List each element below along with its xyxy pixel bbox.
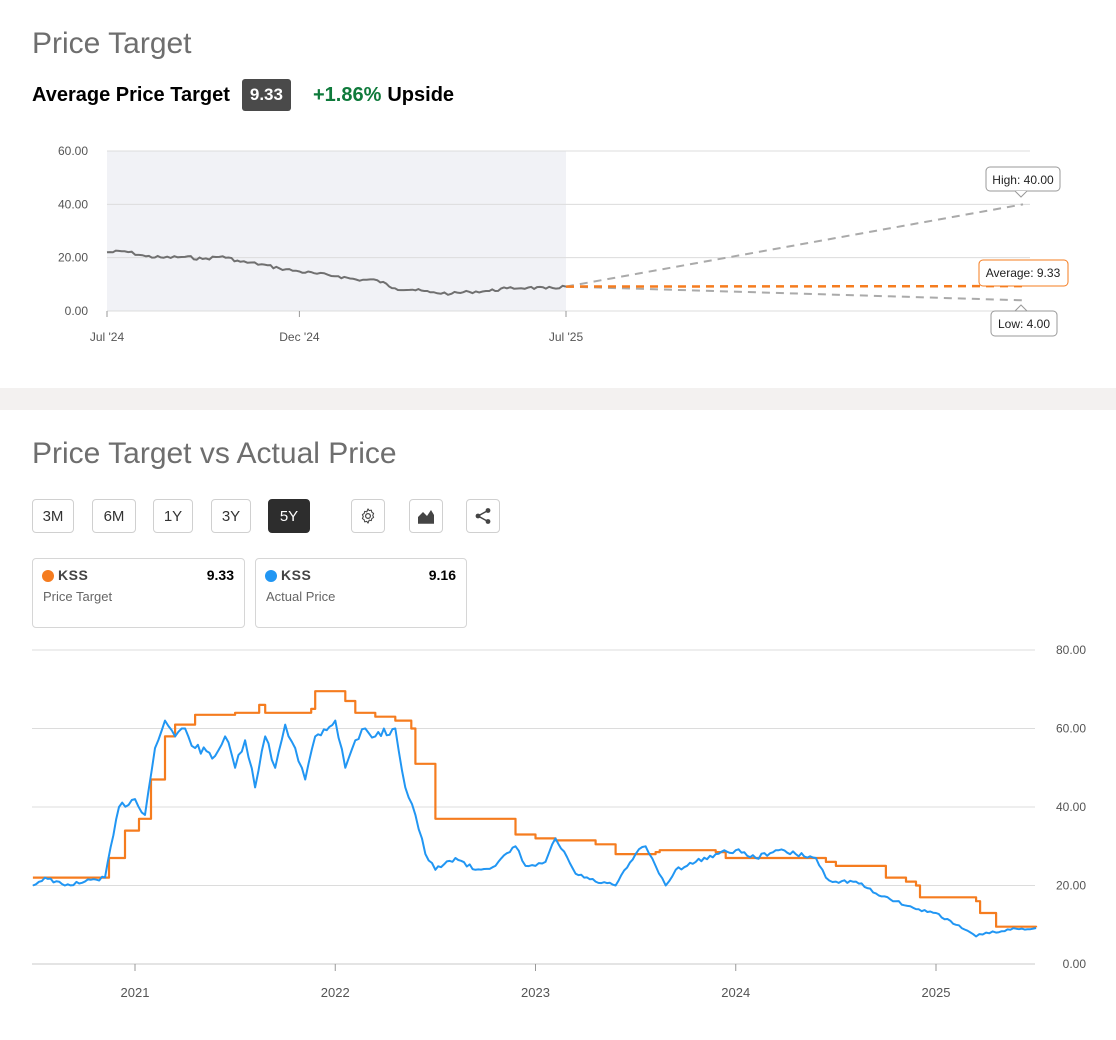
y-tick-label: 40.00: [1056, 800, 1086, 814]
legend-actual-price-label: Actual Price: [266, 589, 336, 604]
legend-actual-price-card[interactable]: KSS 9.16 Actual Price: [255, 558, 467, 628]
legend-price-target-dot: [42, 570, 54, 582]
historical-price-line: [106, 249, 567, 296]
share-icon: [475, 508, 491, 524]
high-projection-line: [565, 203, 1024, 288]
upside-label: Upside: [387, 83, 455, 106]
y-tick-label: 0.00: [65, 304, 89, 318]
legend-price-target-card[interactable]: KSS 9.33 Price Target: [32, 558, 245, 628]
gear-icon: [361, 508, 375, 524]
high-callout: High: 40.00: [985, 166, 1061, 198]
x-tick-label: 2021: [121, 985, 150, 1000]
x-tick-label: Dec '24: [279, 330, 320, 344]
x-tick-label: 2022: [321, 985, 350, 1000]
legend-actual-price-ticker: KSS: [281, 567, 312, 583]
y-tick-label: 20.00: [58, 251, 88, 265]
y-tick-label: 0.00: [1063, 957, 1087, 971]
settings-button[interactable]: [351, 499, 385, 533]
price-target-panel: Price Target Average Price Target 9.33 +…: [0, 0, 1116, 388]
actual-price-line: [32, 719, 1037, 938]
average-price-target-label: Average Price Target: [32, 83, 230, 106]
range-3m-button[interactable]: 3M: [32, 499, 74, 533]
y-tick-label: 60.00: [1056, 722, 1086, 736]
range-5y-button[interactable]: 5Y: [268, 499, 310, 533]
historical-shading: [107, 151, 566, 311]
low-callout-label: Low: 4.00: [998, 317, 1050, 331]
x-tick-label: Jul '25: [549, 330, 584, 344]
price-target-vs-actual-chart: 0.00 20.00 40.00 60.00 80.00 2021 2022 2023 202…: [32, 643, 1087, 1000]
range-3y-button[interactable]: 3Y: [211, 499, 251, 533]
price-target-title: Price Target: [32, 27, 192, 60]
legend-price-target-ticker: KSS: [58, 567, 89, 583]
pvp-title: Price Target vs Actual Price: [32, 437, 397, 470]
legend-price-target-label: Price Target: [43, 589, 113, 604]
share-button[interactable]: [466, 499, 500, 533]
range-6m-button[interactable]: 6M: [92, 499, 136, 533]
average-callout-label: Average: 9.33: [986, 266, 1061, 280]
x-tick-label: 2025: [922, 985, 951, 1000]
x-tick-label: 2023: [521, 985, 550, 1000]
x-tick-label: 2024: [721, 985, 750, 1000]
price-target-chart: 0.00 20.00 40.00 60.00 Jul '24 Dec '24 Jul '2…: [58, 144, 1069, 344]
price-target-line: [32, 690, 1038, 928]
average-callout: Average: 9.33: [978, 259, 1069, 287]
chart-type-button[interactable]: [409, 499, 443, 533]
average-price-target-badge: 9.33: [241, 79, 291, 111]
legend-price-target-value: 9.33: [206, 567, 234, 583]
legend-actual-price-value: 9.16: [428, 567, 456, 583]
x-tick-label: Jul '24: [90, 330, 125, 344]
y-tick-label: 40.00: [58, 197, 88, 211]
legend-actual-price-dot: [265, 570, 277, 582]
low-callout: Low: 4.00: [990, 304, 1058, 337]
price-target-vs-actual-panel: Price Target vs Actual Price 3M 6M 1Y 3Y…: [0, 410, 1116, 1040]
section-divider: [0, 388, 1116, 410]
y-tick-label: 80.00: [1056, 643, 1086, 657]
area-chart-icon: [418, 510, 434, 524]
range-1y-button[interactable]: 1Y: [153, 499, 193, 533]
y-tick-label: 60.00: [58, 144, 88, 158]
upside-percent: +1.86%: [312, 83, 382, 106]
high-callout-label: High: 40.00: [992, 173, 1054, 187]
average-price-target-row: Average Price Target 9.33 +1.86% Upside: [32, 78, 454, 112]
low-projection-line: [565, 285, 1024, 302]
y-tick-label: 20.00: [1056, 879, 1086, 893]
